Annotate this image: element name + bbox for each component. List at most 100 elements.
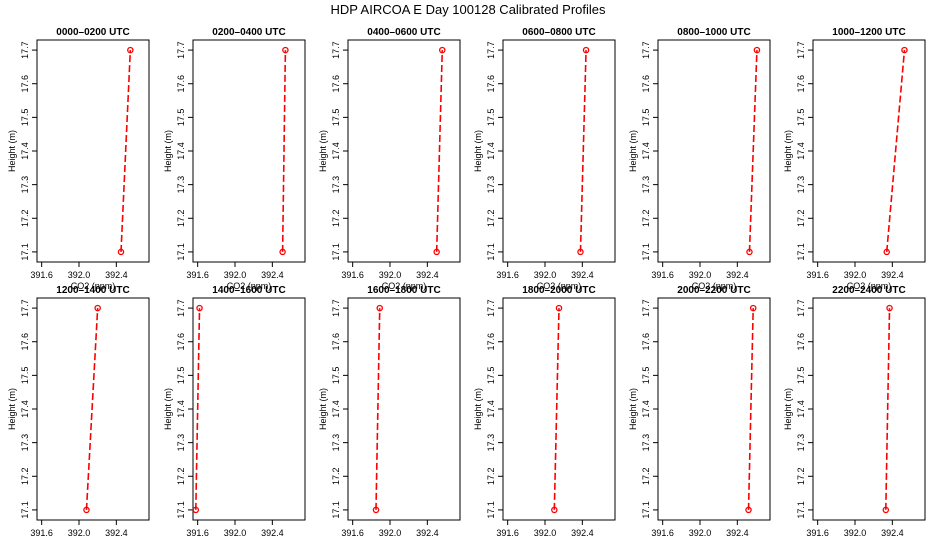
profile-line [747, 308, 754, 510]
x-tick-label: 391.6 [30, 270, 53, 280]
x-tick-label: 392.0 [379, 528, 402, 538]
x-tick-label: 392.0 [224, 528, 247, 538]
y-tick-label: 17.6 [796, 75, 806, 93]
y-tick-label: 17.2 [796, 210, 806, 228]
x-tick-label: 392.4 [571, 528, 594, 538]
x-tick-label: 391.6 [651, 270, 674, 280]
profile-line [281, 50, 287, 252]
y-tick-label: 17.6 [486, 75, 496, 93]
panel-title: 0000–0200 UTC [56, 27, 129, 38]
y-tick-label: 17.2 [176, 210, 186, 228]
profile-line [195, 308, 201, 510]
profile-point [282, 46, 289, 54]
y-tick-label: 17.7 [20, 41, 30, 59]
y-tick-label: 17.6 [20, 75, 30, 93]
y-axis-title: Height (m) [163, 130, 173, 172]
figure-title: HDP AIRCOA E Day 100128 Calibrated Profi… [330, 2, 606, 17]
y-tick-label: 17.5 [486, 109, 496, 127]
x-tick-label: 392.0 [379, 270, 402, 280]
panel-title: 0400–0600 UTC [367, 27, 440, 38]
profile-point [582, 46, 590, 54]
y-tick-label: 17.4 [20, 400, 30, 418]
x-tick-label: 391.6 [30, 528, 53, 538]
x-tick-label: 391.6 [806, 528, 829, 538]
profile-point [745, 506, 752, 514]
x-tick-label: 392.0 [689, 528, 712, 538]
y-tick-label: 17.7 [796, 41, 806, 59]
x-tick-label: 392.4 [571, 270, 594, 280]
y-tick-label: 17.3 [331, 176, 341, 194]
x-tick-label: 391.6 [341, 270, 364, 280]
y-tick-label: 17.5 [20, 367, 30, 385]
profile-point [376, 304, 383, 312]
y-tick-label: 17.1 [796, 501, 806, 519]
y-tick-label: 17.1 [20, 243, 30, 261]
y-tick-label: 17.3 [331, 434, 341, 452]
y-tick-label: 17.4 [176, 142, 186, 160]
y-tick-label: 17.5 [20, 109, 30, 127]
panel-title: 2000–2200 UTC [677, 285, 750, 296]
profile-point [551, 506, 558, 514]
panel-title: 0200–0400 UTC [212, 27, 285, 38]
x-axis-title: CO2 (ppm) [692, 281, 737, 291]
x-tick-label: 392.4 [881, 270, 904, 280]
x-tick-label: 392.0 [844, 270, 867, 280]
x-axis-title: CO2 (ppm) [71, 281, 116, 291]
y-tick-label: 17.5 [331, 109, 341, 127]
x-tick-label: 392.0 [68, 528, 91, 538]
panel-title: 1400–1600 UTC [212, 285, 285, 296]
y-tick-label: 17.1 [176, 501, 186, 519]
y-tick-label: 17.2 [641, 210, 651, 228]
profile-line [375, 308, 381, 510]
y-tick-label: 17.1 [331, 243, 341, 261]
profile-point [372, 506, 380, 514]
x-tick-label: 392.0 [534, 528, 557, 538]
profile-point [746, 248, 753, 256]
y-tick-label: 17.5 [176, 367, 186, 385]
y-tick-label: 17.7 [176, 41, 186, 59]
y-tick-label: 17.6 [641, 333, 651, 351]
y-tick-label: 17.2 [796, 468, 806, 486]
x-tick-label: 392.0 [68, 270, 91, 280]
y-tick-label: 17.7 [331, 41, 341, 59]
y-tick-label: 17.5 [331, 367, 341, 385]
panel-title: 2200–2400 UTC [832, 285, 905, 296]
y-axis-title: Height (m) [7, 388, 17, 430]
profile-point [882, 506, 890, 514]
y-tick-label: 17.7 [331, 299, 341, 317]
y-tick-label: 17.1 [331, 501, 341, 519]
y-tick-label: 17.6 [176, 75, 186, 93]
profile-line [885, 308, 891, 510]
x-tick-label: 391.6 [341, 528, 364, 538]
y-tick-label: 17.1 [641, 243, 651, 261]
y-axis-title: Height (m) [473, 388, 483, 430]
y-axis-title: Height (m) [783, 130, 793, 172]
y-tick-label: 17.4 [486, 142, 496, 160]
y-tick-label: 17.4 [331, 142, 341, 160]
x-axis-title: CO2 (ppm) [537, 281, 582, 291]
profile-point [901, 46, 908, 54]
y-tick-label: 17.5 [641, 109, 651, 127]
y-tick-label: 17.1 [486, 243, 496, 261]
x-tick-label: 392.4 [261, 270, 284, 280]
x-tick-label: 391.6 [186, 270, 209, 280]
y-tick-label: 17.5 [176, 109, 186, 127]
profile-line [120, 50, 132, 252]
x-axis-title: CO2 (ppm) [227, 281, 272, 291]
panel-title: 1600–1800 UTC [367, 285, 440, 296]
y-tick-label: 17.2 [331, 210, 341, 228]
y-axis-title: Height (m) [7, 130, 17, 172]
y-tick-label: 17.3 [20, 434, 30, 452]
y-tick-label: 17.3 [641, 434, 651, 452]
panel-title: 1800–2000 UTC [522, 285, 595, 296]
y-tick-label: 17.5 [796, 367, 806, 385]
